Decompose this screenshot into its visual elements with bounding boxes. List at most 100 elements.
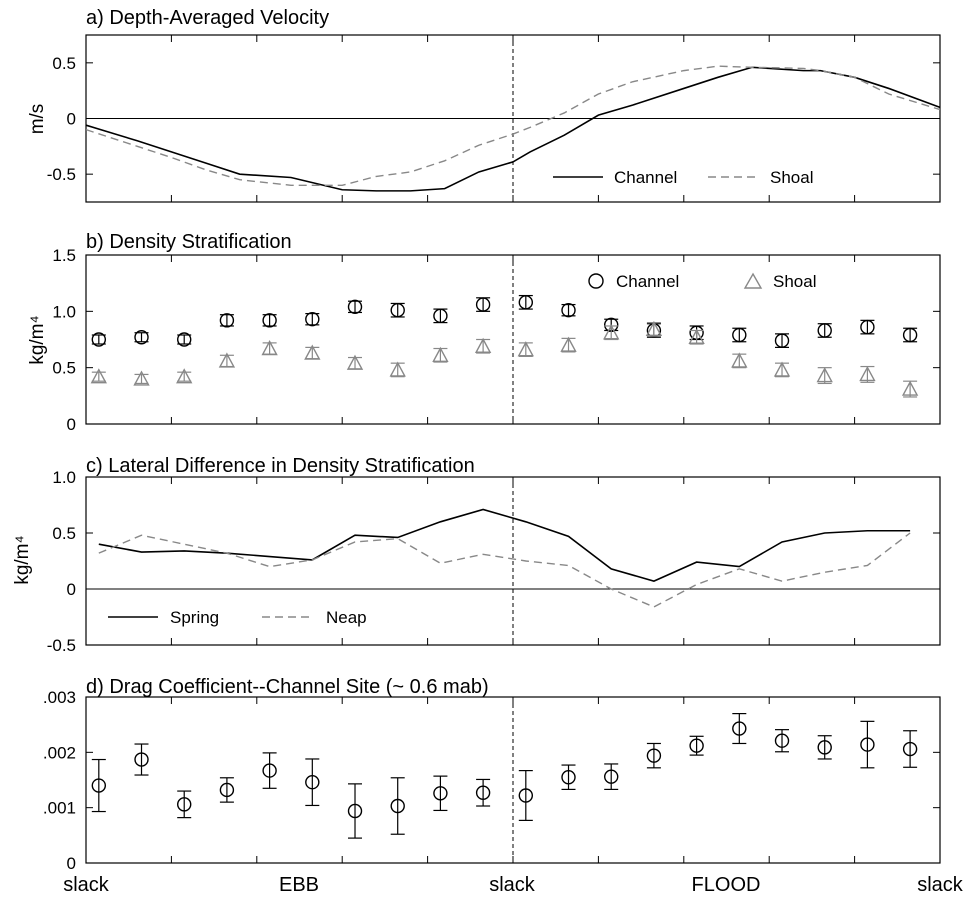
y-tick-label: 1.0 — [52, 302, 76, 321]
panel-a: a) Depth-Averaged Velocity m/s -0.500.5 … — [27, 7, 941, 203]
y-tick-label: 0 — [67, 854, 76, 873]
data-point-circle — [262, 763, 277, 778]
y-tick-label: 0.5 — [52, 524, 76, 543]
data-point-circle — [134, 752, 149, 767]
y-tick-label: 0.5 — [52, 54, 76, 73]
legend-shoal-triangle — [743, 272, 763, 289]
series-line-1 — [98, 532, 911, 608]
xlabel-slack-start: slack — [63, 874, 110, 896]
data-point-triangle — [603, 324, 620, 340]
data-point-circle — [390, 798, 405, 814]
data-point-circle — [305, 312, 320, 327]
y-tick-label: .002 — [43, 743, 76, 762]
panel-d: d) Drag Coefficient--Channel Site (~ 0.6… — [43, 676, 941, 873]
panel-d-plot: 0 .001 .002 .003 — [43, 688, 941, 873]
data-point-circle — [134, 330, 149, 345]
panel-d-title: d) Drag Coefficient--Channel Site (~ 0.6… — [86, 676, 489, 698]
y-tick-label: .003 — [43, 688, 76, 707]
y-tick-label: 1.0 — [52, 468, 76, 487]
data-point-circle — [561, 303, 576, 318]
legend-channel-circle — [588, 273, 604, 289]
data-point-circle — [219, 782, 235, 798]
data-point-circle — [475, 785, 491, 800]
panel-c-legend: Spring Neap — [108, 608, 367, 627]
series-line-0 — [98, 508, 911, 583]
panel-b-ylabel: kg/m⁴ — [27, 315, 48, 364]
legend-shoal-label: Shoal — [770, 168, 813, 187]
data-point-circle — [902, 741, 918, 757]
data-point-circle — [475, 297, 491, 312]
data-point-circle — [91, 778, 107, 793]
panel-b-plot: 0 0.5 1.0 1.5 — [52, 246, 941, 434]
data-point-circle — [347, 803, 363, 819]
y-tick-label: 0 — [67, 110, 76, 129]
legend-channel-label: Channel — [614, 168, 677, 187]
legend-neap-label: Neap — [326, 608, 367, 627]
y-tick-label: -0.5 — [47, 636, 76, 655]
data-point-circle — [177, 797, 192, 812]
data-point-triangle — [731, 352, 748, 368]
data-point-circle — [774, 333, 790, 348]
data-point-circle — [262, 313, 277, 328]
data-point-circle — [774, 733, 790, 748]
data-point-circle — [518, 788, 534, 803]
panel-c: c) Lateral Difference in Density Stratif… — [12, 455, 941, 655]
xlabel-slack-mid: slack — [489, 874, 536, 896]
data-point-circle — [689, 738, 704, 753]
xlabel-ebb: EBB — [279, 874, 319, 896]
data-point-triangle — [261, 340, 278, 356]
data-point-triangle — [346, 354, 364, 370]
data-point-triangle — [645, 320, 663, 337]
series-line-0 — [85, 66, 941, 192]
data-point-triangle — [176, 368, 193, 384]
data-point-circle — [902, 327, 918, 343]
panel-b-title: b) Density Stratification — [86, 231, 292, 253]
panel-c-ylabel: kg/m⁴ — [12, 535, 33, 584]
data-point-circle — [433, 786, 448, 801]
data-point-circle — [518, 295, 534, 310]
y-tick-label: 0.5 — [52, 359, 76, 378]
data-point-triangle — [517, 341, 534, 357]
legend-shoal-label: Shoal — [773, 272, 816, 291]
panel-a-legend: Channel Shoal — [553, 168, 813, 187]
data-point-circle — [561, 770, 576, 785]
legend-channel-label: Channel — [616, 272, 679, 291]
y-tick-label: -0.5 — [47, 165, 76, 184]
x-axis-labels: slack EBB slack FLOOD slack — [63, 874, 964, 896]
data-point-triangle — [688, 328, 705, 344]
panel-a-plot: -0.5 0 0.5 — [47, 34, 941, 203]
data-point-triangle — [432, 346, 449, 362]
data-point-triangle — [133, 370, 150, 386]
data-point-triangle — [816, 367, 833, 383]
data-point-triangle — [90, 368, 107, 384]
data-point-triangle — [474, 337, 492, 353]
panel-b: b) Density Stratification kg/m⁴ 0 0.5 1.0 1… — [27, 231, 941, 434]
data-point-circle — [347, 299, 363, 315]
data-point-circle — [177, 332, 192, 347]
data-point-circle — [817, 323, 832, 338]
data-point-triangle — [304, 344, 321, 360]
panel-b-legend: Channel Shoal — [588, 272, 816, 291]
xlabel-flood: FLOOD — [692, 874, 761, 896]
data-point-circle — [817, 740, 832, 755]
data-point-circle — [305, 775, 320, 790]
data-point-circle — [860, 319, 875, 335]
data-point-circle — [732, 721, 747, 736]
legend-spring-label: Spring — [170, 608, 219, 627]
data-point-circle — [91, 332, 107, 347]
y-tick-label: 0 — [67, 580, 76, 599]
y-tick-label: 1.5 — [52, 246, 76, 265]
xlabel-slack-end: slack — [917, 874, 964, 896]
panel-a-ylabel: m/s — [27, 104, 48, 135]
data-point-triangle — [901, 380, 919, 396]
panel-a-title: a) Depth-Averaged Velocity — [86, 7, 329, 29]
data-point-triangle — [859, 365, 876, 382]
data-point-triangle — [389, 361, 406, 377]
data-point-circle — [860, 737, 875, 752]
data-point-triangle — [773, 361, 791, 377]
data-point-circle — [390, 303, 405, 318]
panel-c-title: c) Lateral Difference in Density Stratif… — [86, 455, 475, 477]
data-point-circle — [732, 327, 747, 343]
data-point-circle — [433, 308, 448, 324]
